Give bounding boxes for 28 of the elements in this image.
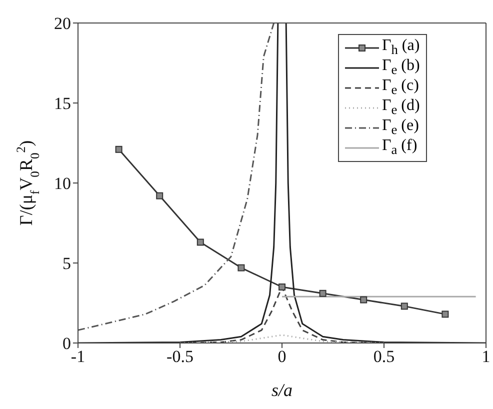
y-tick-label: 10 [54, 174, 71, 194]
point [115, 146, 122, 153]
line-series [179, 334, 385, 343]
legend-label: Γ$_{e}$ (b) [382, 57, 420, 79]
y-tick-label: 0 [62, 334, 71, 354]
legend-label: Γ$_{e}$ (c) [382, 77, 419, 98]
x-tick-label: 0.5 [373, 347, 395, 366]
point [278, 284, 286, 290]
x-tick-label: -0.5 [166, 347, 194, 366]
point [238, 264, 245, 272]
legend-label: Γ$_{e}$ (d) [382, 97, 420, 119]
point [319, 290, 326, 297]
x-tick-label: 1 [482, 347, 490, 366]
x-tick-label: -1 [70, 347, 86, 366]
point [400, 302, 408, 310]
point [196, 238, 204, 246]
legend-label: Γ$_{e}$ (e) [382, 117, 419, 138]
x-tick-label: 0 [278, 347, 286, 366]
x-axis-title: s/a [271, 380, 293, 400]
y-tick-label: 20 [54, 14, 71, 34]
point [156, 192, 164, 200]
legend-label: Γ$_{a}$ (f) [382, 137, 418, 159]
point [442, 310, 449, 318]
legend-label: Γ$_{h}$ (a) [382, 37, 420, 58]
y-tick-label: 15 [54, 94, 71, 114]
y-tick-label: 5 [62, 254, 71, 274]
line-series [78, 23, 275, 331]
point [360, 296, 368, 304]
